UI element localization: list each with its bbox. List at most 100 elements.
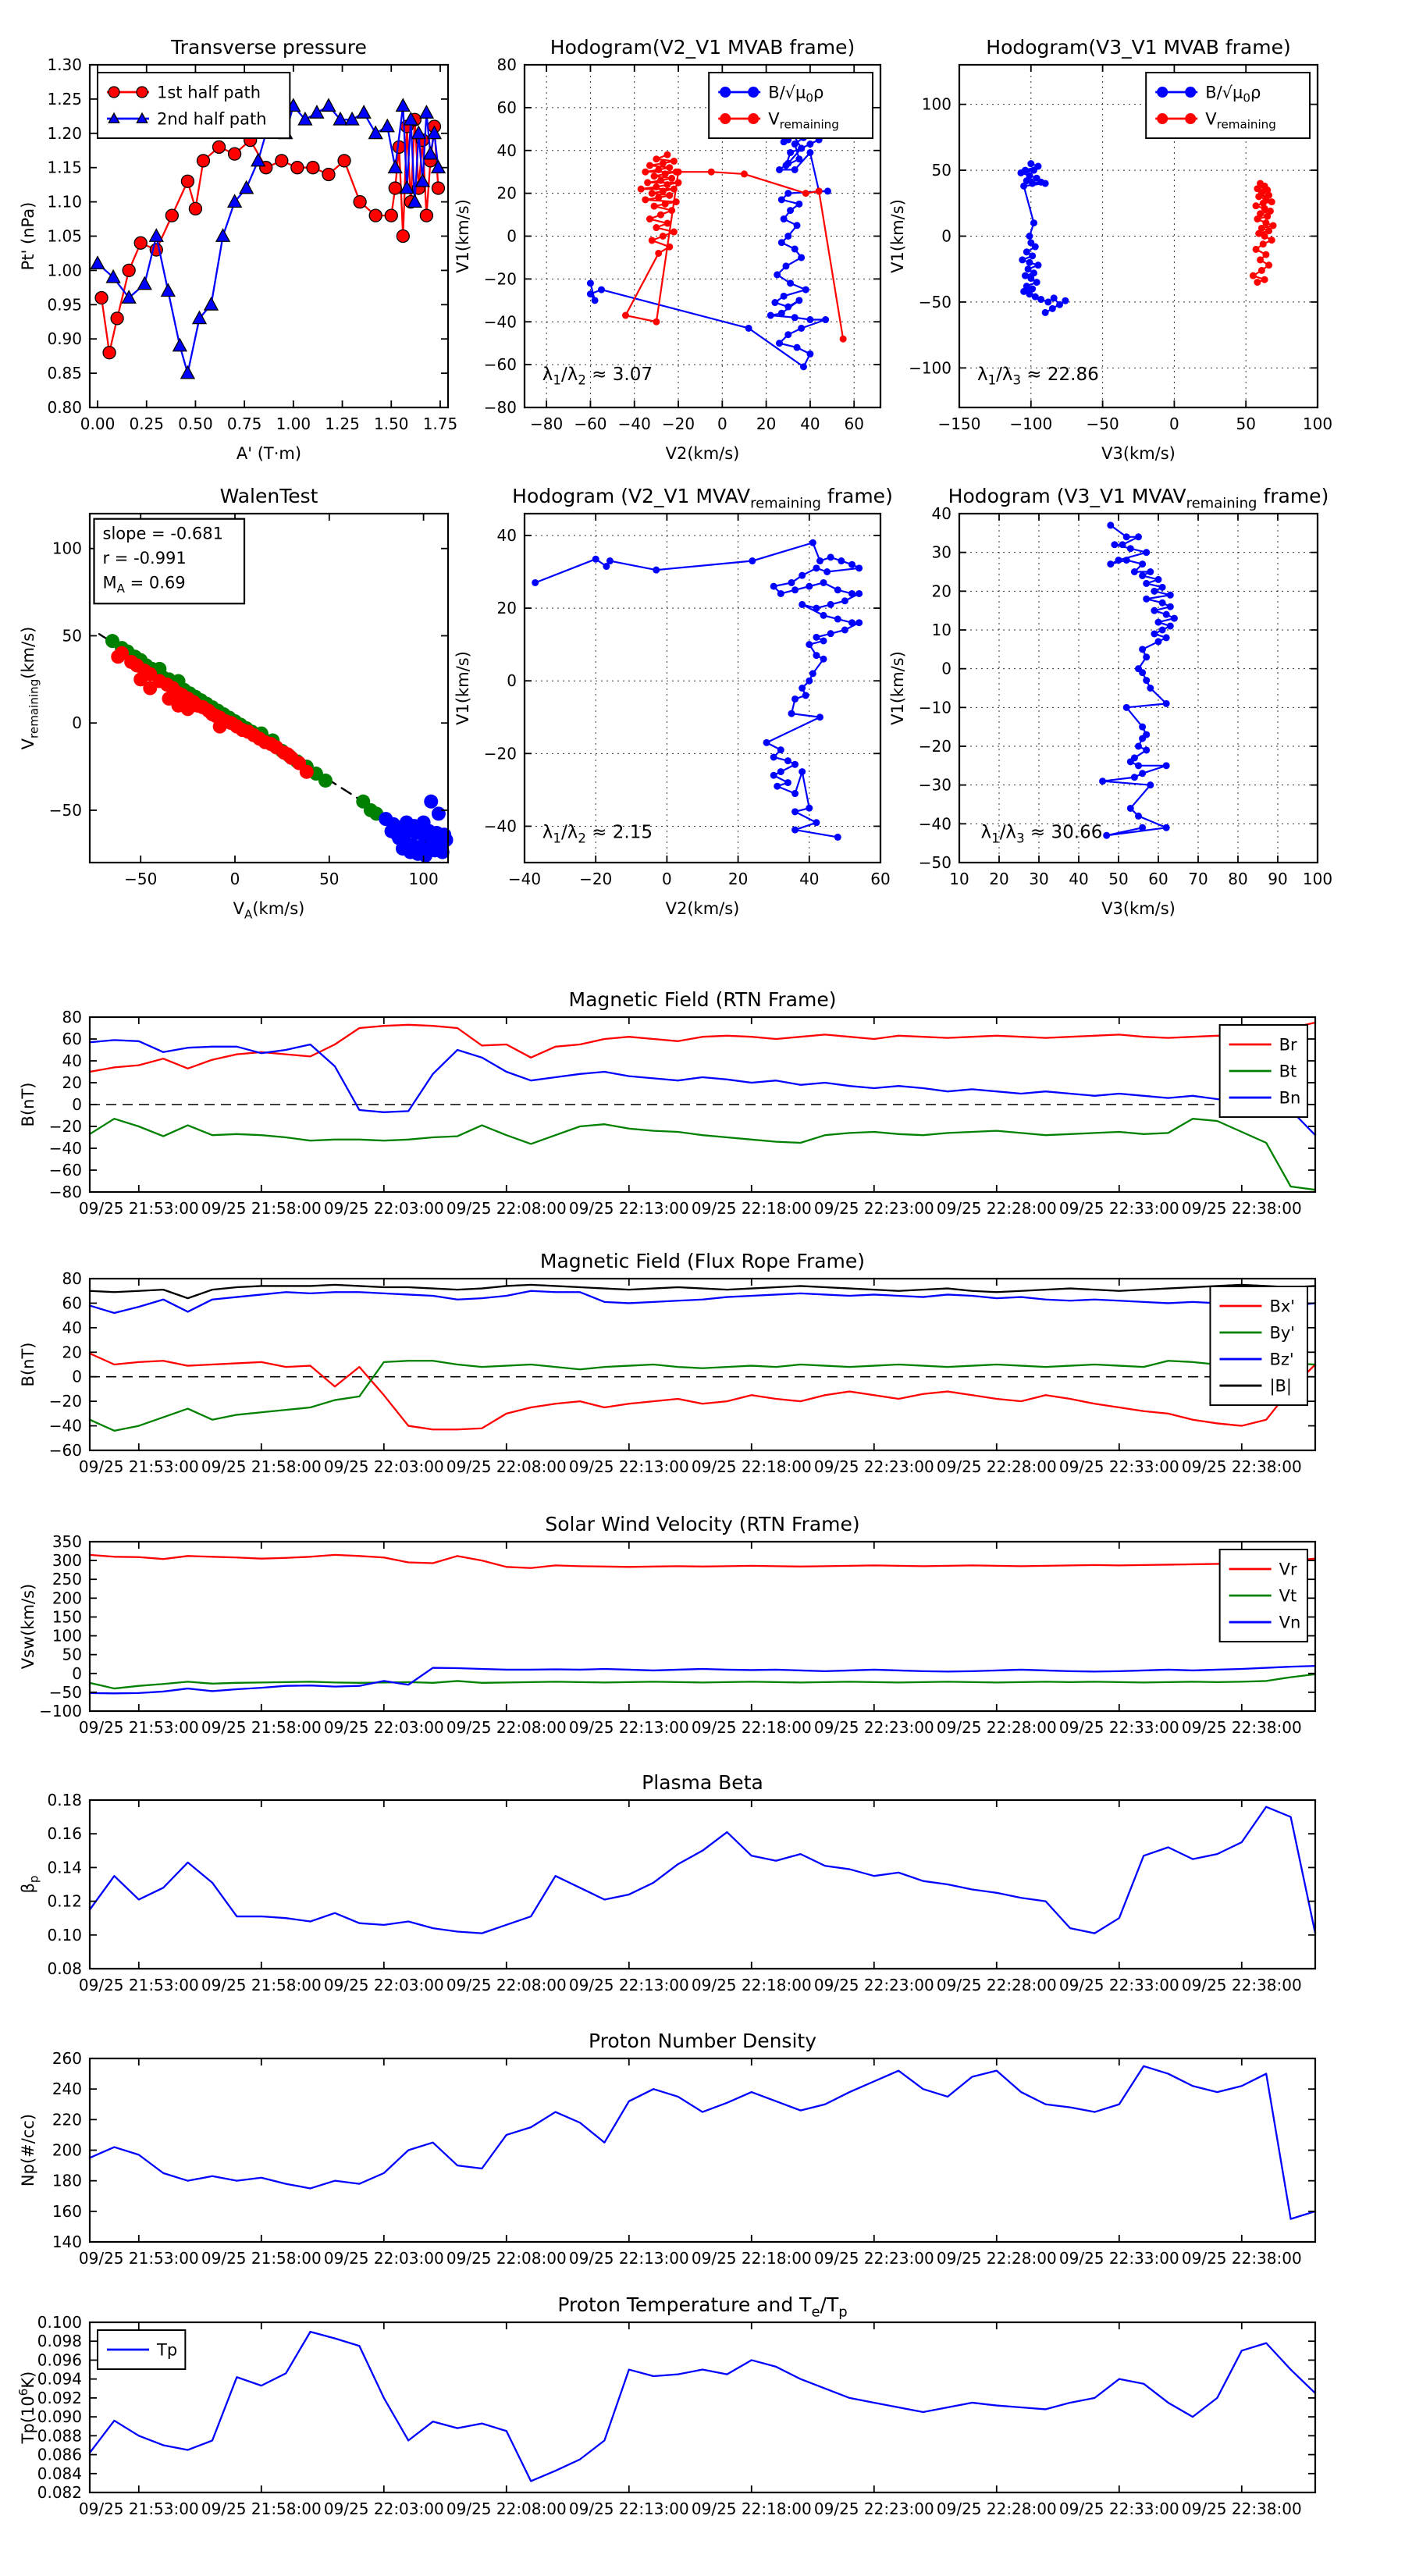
- svg-text:−60: −60: [574, 415, 606, 433]
- svg-text:−20: −20: [49, 1117, 82, 1136]
- svg-text:80: 80: [497, 55, 517, 74]
- svg-text:50: 50: [1236, 415, 1255, 433]
- svg-text:1.75: 1.75: [423, 415, 458, 433]
- magnetic-field-flux-rope-ylabel: B(nT): [19, 1343, 37, 1387]
- svg-text:60: 60: [62, 1293, 82, 1312]
- svg-text:0.25: 0.25: [129, 415, 164, 433]
- chart-proton-temperature: 09/25 21:53:00 09/25 21:58:00 09/25 22:03:…: [16, 2293, 1317, 2518]
- hodogram-v3v1-mvab-ylabel: V1(km/s): [888, 199, 907, 273]
- svg-text:Tp: Tp: [156, 2340, 177, 2359]
- svg-text:09/25 21:58:00: 09/25 21:58:00: [201, 1457, 322, 1476]
- series-bz-: [88, 1290, 1317, 1315]
- svg-text:220: 220: [52, 2110, 82, 2129]
- magnetic-field-flux-rope-legend: Bx' By' Bz' |B|: [1209, 1286, 1308, 1407]
- svg-text:60: 60: [1148, 870, 1168, 888]
- svg-text:20: 20: [497, 599, 517, 617]
- series-blue: [379, 794, 454, 863]
- svg-text:1.00: 1.00: [47, 261, 82, 279]
- svg-text:0: 0: [72, 1095, 82, 1114]
- svg-text:−40: −40: [49, 1139, 82, 1158]
- svg-text:−20: −20: [662, 415, 695, 433]
- svg-text:0.50: 0.50: [178, 415, 213, 433]
- svg-text:|B|: |B|: [1269, 1376, 1292, 1396]
- svg-text:−50: −50: [49, 801, 82, 820]
- svg-text:0.85: 0.85: [47, 364, 82, 382]
- svg-text:40: 40: [497, 526, 517, 545]
- svg-text:09/25 22:18:00: 09/25 22:18:00: [692, 1199, 812, 1218]
- svg-text:300: 300: [52, 1551, 82, 1570]
- transverse-pressure-ylabel: Pt' (nPa): [19, 202, 37, 271]
- walen-test-title: WalenTest: [220, 485, 318, 507]
- series-np: [88, 2065, 1317, 2220]
- svg-text:09/25 22:13:00: 09/25 22:13:00: [569, 1976, 689, 1994]
- svg-text:09/25 22:38:00: 09/25 22:38:00: [1182, 2500, 1302, 2518]
- hodogram-v3v1-mvav-xlabel: V3(km/s): [1101, 899, 1176, 918]
- svg-text:20: 20: [497, 184, 517, 203]
- svg-text:−150: −150: [938, 415, 981, 433]
- svg-text:0: 0: [230, 870, 240, 888]
- svg-text:−60: −60: [484, 355, 517, 374]
- svg-text:09/25 22:28:00: 09/25 22:28:00: [937, 1976, 1057, 1994]
- svg-text:09/25 22:03:00: 09/25 22:03:00: [324, 1718, 444, 1737]
- svg-text:80: 80: [1228, 870, 1247, 888]
- svg-text:09/25 22:18:00: 09/25 22:18:00: [692, 1457, 812, 1476]
- svg-text:−30: −30: [919, 776, 951, 795]
- series-vr: [88, 1553, 1317, 1569]
- series-v-remaining: [621, 151, 847, 343]
- hodogram-v3v1-mvab-legend: B/√μ0ρ Vremaining: [1145, 72, 1311, 140]
- svg-text:0: 0: [72, 1664, 82, 1683]
- series--b-: [88, 1283, 1317, 1300]
- svg-text:0.08: 0.08: [47, 1959, 82, 1978]
- svg-text:40: 40: [1069, 870, 1088, 888]
- svg-text:0.18: 0.18: [47, 1791, 82, 1809]
- svg-text:−50: −50: [124, 870, 157, 888]
- svg-text:09/25 22:38:00: 09/25 22:38:00: [1182, 1718, 1302, 1737]
- svg-text:20: 20: [728, 870, 748, 888]
- svg-text:0.90: 0.90: [47, 329, 82, 348]
- svg-text:250: 250: [52, 1570, 82, 1589]
- svg-text:09/25 21:58:00: 09/25 21:58:00: [201, 1976, 322, 1994]
- svg-text:60: 60: [844, 415, 863, 433]
- svg-text:09/25 22:33:00: 09/25 22:33:00: [1059, 2500, 1179, 2518]
- series-by-: [88, 1360, 1317, 1432]
- svg-text:09/25 22:23:00: 09/25 22:23:00: [814, 1199, 934, 1218]
- svg-text:09/25 22:28:00: 09/25 22:28:00: [937, 1199, 1057, 1218]
- svg-text:09/25 22:38:00: 09/25 22:38:00: [1182, 1199, 1302, 1218]
- svg-text:09/25 22:08:00: 09/25 22:08:00: [446, 1457, 567, 1476]
- svg-text:200: 200: [52, 2141, 82, 2160]
- svg-text:1.05: 1.05: [47, 227, 82, 246]
- svg-text:09/25 22:23:00: 09/25 22:23:00: [814, 1457, 934, 1476]
- svg-text:0: 0: [1169, 415, 1179, 433]
- magnetic-field-rtn-title: Magnetic Field (RTN Frame): [569, 988, 837, 1011]
- svg-text:50: 50: [1108, 870, 1128, 888]
- svg-text:100: 100: [922, 95, 951, 114]
- svg-text:1.15: 1.15: [47, 158, 82, 177]
- svg-text:100: 100: [409, 870, 439, 888]
- chart-hodogram-v3v1-mvab: −150 −100 −50 0 50 100 −100 −50 0 50 100 Hodogram(V…: [888, 36, 1332, 463]
- svg-text:09/25 22:23:00: 09/25 22:23:00: [814, 1976, 934, 1994]
- svg-text:Bz': Bz': [1269, 1350, 1293, 1368]
- svg-text:0.95: 0.95: [47, 295, 82, 314]
- svg-text:0.082: 0.082: [37, 2483, 82, 2502]
- svg-text:200: 200: [52, 1589, 82, 1607]
- svg-text:09/25 22:08:00: 09/25 22:08:00: [446, 2249, 567, 2268]
- svg-text:09/25 21:53:00: 09/25 21:53:00: [79, 1199, 199, 1218]
- svg-text:100: 100: [1303, 415, 1332, 433]
- svg-text:09/25 22:33:00: 09/25 22:33:00: [1059, 1199, 1179, 1218]
- svg-text:40: 40: [800, 415, 820, 433]
- svg-text:40: 40: [932, 504, 951, 523]
- hodogram-v2v1-mvab-legend: B/√μ0ρ Vremaining: [708, 72, 874, 140]
- svg-text:−50: −50: [1086, 415, 1119, 433]
- svg-text:09/25 21:53:00: 09/25 21:53:00: [79, 1718, 199, 1737]
- svg-text:−50: −50: [919, 853, 951, 872]
- svg-text:Vn: Vn: [1279, 1613, 1301, 1631]
- svg-text:0: 0: [717, 415, 727, 433]
- svg-text:350: 350: [52, 1532, 82, 1551]
- svg-text:09/25 22:03:00: 09/25 22:03:00: [324, 1457, 444, 1476]
- svg-text:09/25 21:53:00: 09/25 21:53:00: [79, 1457, 199, 1476]
- chart-hodogram-v2v1-mvav: −40 −20 0 20 40 60 −40 −20 0 20 40 Hodogram (V2_V1 …: [454, 485, 893, 918]
- plasma-beta-title: Plasma Beta: [642, 1771, 763, 1794]
- svg-text:−50: −50: [919, 293, 951, 311]
